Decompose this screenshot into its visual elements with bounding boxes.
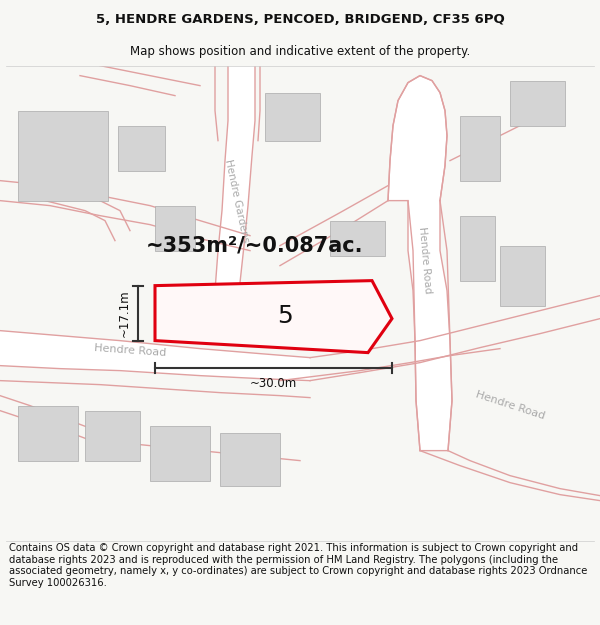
Polygon shape <box>175 292 340 322</box>
Polygon shape <box>85 411 140 461</box>
Polygon shape <box>155 281 392 352</box>
Polygon shape <box>500 246 545 306</box>
Text: Hendre Gardens: Hendre Gardens <box>223 158 251 243</box>
Text: 5: 5 <box>277 304 293 328</box>
Polygon shape <box>330 221 385 256</box>
Polygon shape <box>220 432 280 486</box>
Polygon shape <box>155 206 195 251</box>
Polygon shape <box>460 116 500 181</box>
Text: ~17.1m: ~17.1m <box>118 289 131 337</box>
Text: Hendre Road: Hendre Road <box>474 390 546 421</box>
Polygon shape <box>150 426 210 481</box>
Polygon shape <box>18 406 78 461</box>
Text: Map shows position and indicative extent of the property.: Map shows position and indicative extent… <box>130 45 470 58</box>
Text: Hendre Road: Hendre Road <box>417 227 433 294</box>
Polygon shape <box>18 111 108 201</box>
Polygon shape <box>460 216 495 281</box>
Text: 5, HENDRE GARDENS, PENCOED, BRIDGEND, CF35 6PQ: 5, HENDRE GARDENS, PENCOED, BRIDGEND, CF… <box>95 13 505 26</box>
Polygon shape <box>388 76 452 451</box>
Text: Contains OS data © Crown copyright and database right 2021. This information is : Contains OS data © Crown copyright and d… <box>9 543 587 588</box>
Polygon shape <box>0 331 310 381</box>
Text: Hendre Road: Hendre Road <box>94 343 166 358</box>
Polygon shape <box>265 92 320 141</box>
Polygon shape <box>118 126 165 171</box>
Text: ~353m²/~0.087ac.: ~353m²/~0.087ac. <box>146 236 364 256</box>
Polygon shape <box>210 66 255 341</box>
Polygon shape <box>510 81 565 126</box>
Text: ~30.0m: ~30.0m <box>250 377 297 390</box>
